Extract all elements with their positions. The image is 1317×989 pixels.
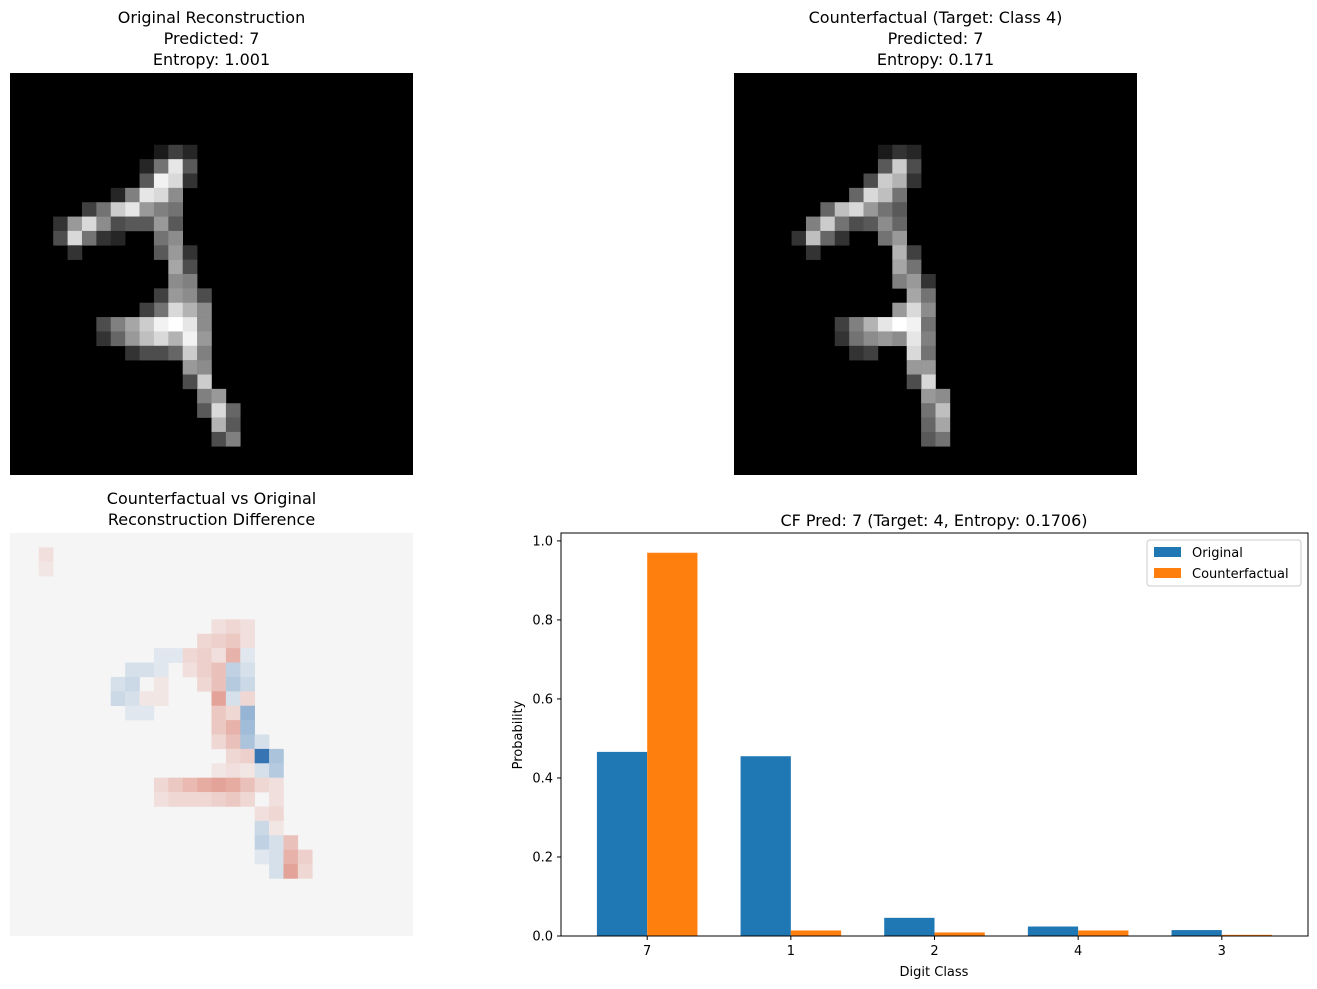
counterfactual-predicted-label: Predicted: 7 — [887, 29, 984, 48]
y-tick-label: 1.0 — [532, 534, 553, 549]
x-tick-label: 7 — [643, 944, 651, 959]
x-tick-label: 2 — [930, 944, 938, 959]
bar-counterfactual-class-7 — [647, 552, 698, 936]
legend: Original Counterfactual — [1146, 539, 1302, 587]
legend-frame — [1146, 539, 1302, 587]
x-tick-label: 1 — [787, 944, 795, 959]
difference-title-line1: Counterfactual vs Original — [106, 489, 317, 508]
bar-original-class-7 — [596, 751, 648, 936]
original-predicted-label: Predicted: 7 — [163, 29, 260, 48]
legend-label-original: Original — [1192, 546, 1243, 561]
counterfactual-image — [734, 73, 1137, 475]
x-tick-label: 4 — [1074, 944, 1082, 959]
bar-counterfactual-class-2 — [934, 932, 985, 936]
y-tick-label: 0.8 — [532, 613, 553, 628]
difference-heatmap-image — [10, 533, 413, 936]
original-entropy-label: Entropy: 1.001 — [152, 50, 271, 69]
legend-label-counterfactual: Counterfactual — [1192, 567, 1289, 582]
bar-original-class-3 — [1171, 930, 1222, 936]
original-reconstruction-image — [10, 73, 413, 475]
counterfactual-entropy-label: Entropy: 0.171 — [876, 50, 995, 69]
legend-swatch-original — [1154, 547, 1181, 557]
bar-counterfactual-class-4 — [1078, 930, 1129, 936]
bar-original-class-1 — [740, 756, 791, 936]
chart-title: CF Pred: 7 (Target: 4, Entropy: 0.1706) — [780, 511, 1087, 530]
y-tick-label: 0.4 — [532, 771, 553, 786]
bar-counterfactual-class-3 — [1221, 934, 1273, 936]
original-title-line1: Original Reconstruction — [117, 8, 306, 27]
bar-original-class-4 — [1027, 926, 1079, 936]
y-tick-label: 0.2 — [532, 850, 553, 865]
y-tick-label: 0.0 — [532, 930, 553, 945]
bar-counterfactual-class-1 — [790, 930, 842, 936]
difference-title-line2: Reconstruction Difference — [107, 510, 316, 529]
bar-original-class-2 — [884, 917, 935, 936]
difference-title: Counterfactual vs Original Reconstructio… — [10, 488, 413, 530]
counterfactual-title-line1: Counterfactual (Target: Class 4) — [808, 8, 1063, 27]
original-title: Original Reconstruction Predicted: 7 Ent… — [10, 7, 413, 70]
y-axis-label: Probability — [511, 700, 526, 769]
x-axis-label: Digit Class — [900, 965, 969, 980]
legend-swatch-counterfactual — [1154, 568, 1181, 578]
y-tick-label: 0.6 — [532, 692, 553, 707]
x-tick-label: 3 — [1218, 944, 1226, 959]
counterfactual-title: Counterfactual (Target: Class 4) Predict… — [734, 7, 1137, 70]
